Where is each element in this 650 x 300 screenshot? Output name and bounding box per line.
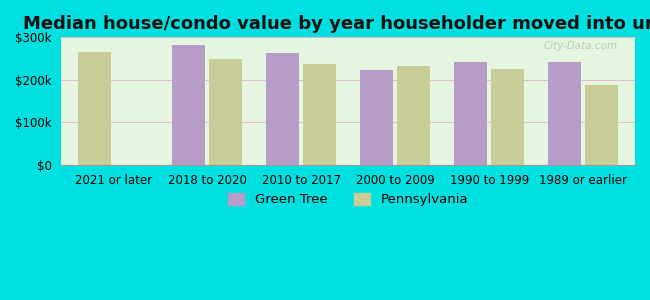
Bar — [78, 52, 111, 165]
Bar — [303, 64, 336, 165]
Bar — [172, 45, 205, 165]
Bar — [360, 70, 393, 165]
Bar — [585, 85, 618, 165]
Text: City-Data.com: City-Data.com — [543, 41, 618, 51]
Bar — [209, 59, 242, 165]
Title: Median house/condo value by year householder moved into unit: Median house/condo value by year househo… — [23, 15, 650, 33]
Bar — [454, 62, 488, 165]
Bar — [397, 66, 430, 165]
Bar — [491, 69, 524, 165]
Bar — [549, 62, 581, 165]
Legend: Green Tree, Pennsylvania: Green Tree, Pennsylvania — [223, 188, 473, 212]
Bar — [266, 53, 299, 165]
